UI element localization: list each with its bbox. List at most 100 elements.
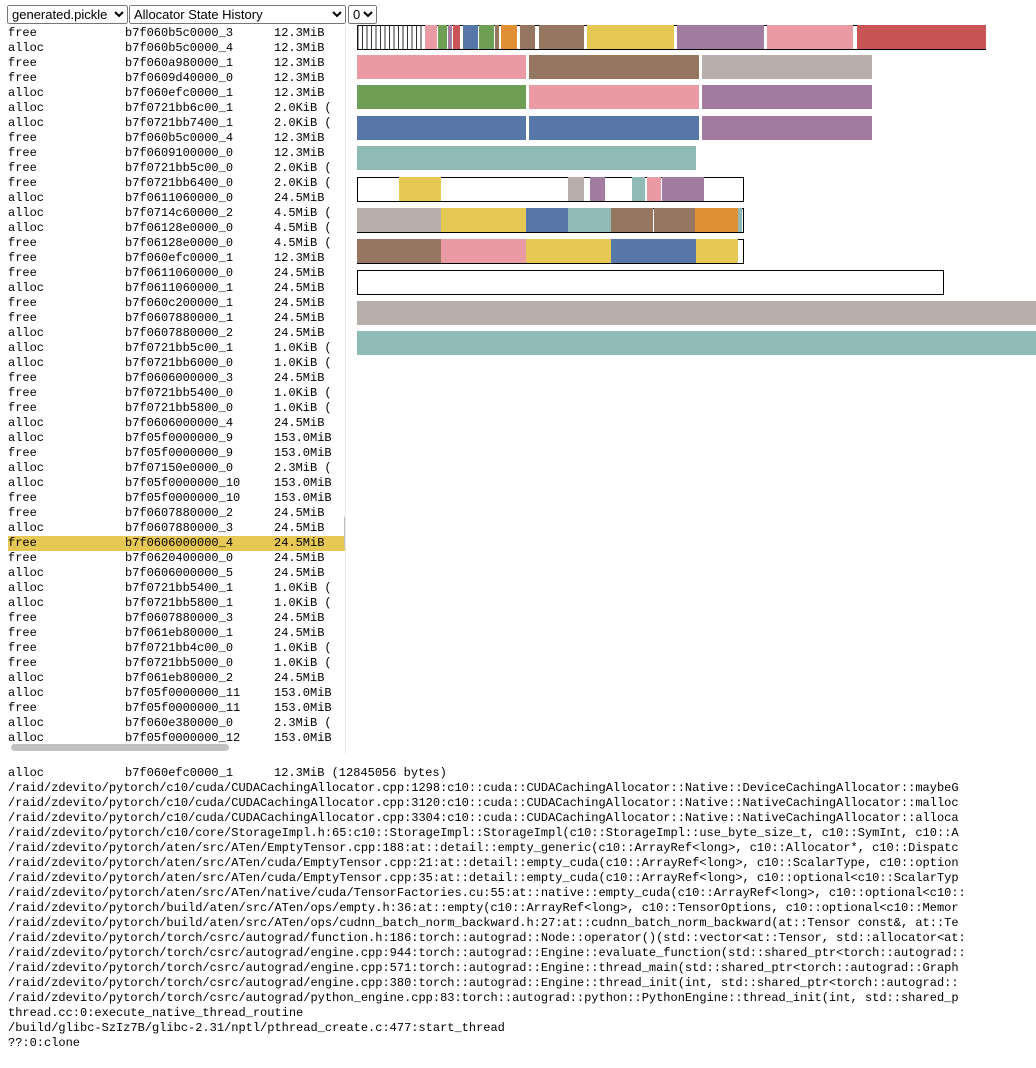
event-row[interactable]: free b7f0620400000_0 24.5MiB (8, 551, 345, 566)
event-row[interactable]: alloc b7f0611060000_1 24.5MiB (8, 281, 345, 296)
memory-block (453, 25, 460, 49)
event-row[interactable]: free b7f0607880000_2 24.5MiB (8, 506, 345, 521)
size: 24.5MiB (274, 671, 325, 685)
size: 2.0KiB ( (274, 161, 332, 175)
event-list: free b7f060b5c0000_3 12.3MiB alloc b7f060b5c… (8, 26, 346, 754)
event-row[interactable]: alloc b7f0607880000_3 24.5MiB (8, 521, 345, 536)
event-row[interactable]: free b7f060b5c0000_4 12.3MiB (8, 131, 345, 146)
size: 12.3MiB (274, 86, 325, 100)
event-row[interactable]: alloc b7f05f0000000_9 153.0MiB (8, 431, 345, 446)
event-row[interactable]: alloc b7f061eb80000_2 24.5MiB (8, 671, 345, 686)
file-select[interactable]: generated.pickle (7, 5, 128, 24)
event-row[interactable]: free b7f060efc0000_1 12.3MiB (8, 251, 345, 266)
size: 2.3MiB ( (274, 461, 332, 475)
address: b7f060c200000_1 (125, 296, 234, 310)
size: 24.5MiB (274, 296, 325, 310)
event-row[interactable]: free b7f0721bb6400_0 2.0KiB ( (8, 176, 345, 191)
device-select[interactable]: 0 (348, 5, 377, 24)
address: b7f0611060000_1 (125, 281, 234, 295)
size: 12.3MiB (274, 251, 325, 265)
event-row[interactable]: free b7f061eb80000_1 24.5MiB (8, 626, 345, 641)
event-row[interactable]: alloc b7f0721bb6c00_1 2.0KiB ( (8, 101, 345, 116)
event-row[interactable]: alloc b7f0714c60000_2 4.5MiB ( (8, 206, 345, 221)
detail-field: 12.3MiB (12845056 bytes) (274, 766, 447, 780)
memory-block (441, 208, 526, 232)
event-row[interactable]: free b7f0721bb5800_0 1.0KiB ( (8, 401, 345, 416)
event-row[interactable]: free b7f0606000000_3 24.5MiB (8, 371, 345, 386)
size: 1.0KiB ( (274, 356, 332, 370)
event-kind: free (8, 161, 37, 175)
event-row[interactable]: free b7f060b5c0000_3 12.3MiB (8, 26, 345, 41)
event-row[interactable]: free b7f0611060000_0 24.5MiB (8, 266, 345, 281)
event-row[interactable]: alloc b7f05f0000000_12 153.0MiB (8, 731, 345, 746)
event-row[interactable]: free b7f0609100000_0 12.3MiB (8, 146, 345, 161)
event-row[interactable]: free b7f06128e0000_0 4.5MiB ( (8, 236, 345, 251)
event-row[interactable]: alloc b7f05f0000000_10 153.0MiB (8, 476, 345, 491)
size: 4.5MiB ( (274, 221, 332, 235)
event-row[interactable]: alloc b7f0606000000_4 24.5MiB (8, 416, 345, 431)
event-row[interactable]: free b7f0721bb5400_0 1.0KiB ( (8, 386, 345, 401)
view-select[interactable]: Allocator State History (129, 5, 346, 24)
event-kind: free (8, 176, 37, 190)
event-row[interactable]: free b7f060c200000_1 24.5MiB (8, 296, 345, 311)
size: 1.0KiB ( (274, 386, 332, 400)
event-row[interactable]: alloc b7f0721bb5400_1 1.0KiB ( (8, 581, 345, 596)
address: b7f060efc0000_1 (125, 251, 234, 265)
event-row[interactable]: alloc b7f0606000000_5 24.5MiB (8, 566, 345, 581)
event-row[interactable]: alloc b7f0721bb7400_1 2.0KiB ( (8, 116, 345, 131)
scrollbar (11, 744, 229, 751)
memory-block (590, 177, 605, 201)
event-row[interactable]: alloc b7f05f0000000_11 153.0MiB (8, 686, 345, 701)
address: b7f060e380000_0 (125, 716, 234, 730)
size: 24.5MiB (274, 521, 325, 535)
event-row[interactable]: alloc b7f0721bb5c00_1 1.0KiB ( (8, 341, 345, 356)
stack-frame: /raid/zdevito/pytorch/build/aten/src/ATe… (8, 916, 959, 930)
event-row[interactable]: alloc b7f06128e0000_0 4.5MiB ( (8, 221, 345, 236)
event-row[interactable]: free b7f05f0000000_11 153.0MiB (8, 701, 345, 716)
event-kind: free (8, 506, 37, 520)
event-row[interactable]: free b7f0607880000_1 24.5MiB (8, 311, 345, 326)
size: 1.0KiB ( (274, 656, 332, 670)
event-row[interactable]: alloc b7f0607880000_2 24.5MiB (8, 326, 345, 341)
event-row[interactable]: free b7f05f0000000_9 153.0MiB (8, 446, 345, 461)
address: b7f06128e0000_0 (125, 221, 234, 235)
event-row[interactable]: free b7f0721bb5000_0 1.0KiB ( (8, 656, 345, 671)
event-kind: free (8, 446, 37, 460)
size: 24.5MiB (274, 266, 325, 280)
size: 24.5MiB (274, 566, 325, 580)
event-row[interactable]: alloc b7f060efc0000_1 12.3MiB (8, 86, 345, 101)
event-row[interactable]: alloc b7f07150e0000_0 2.3MiB ( (8, 461, 345, 476)
address: b7f0607880000_3 (125, 521, 234, 535)
event-kind: alloc (8, 341, 45, 355)
address: b7f0606000000_4 (125, 536, 234, 550)
event-row[interactable]: free b7f0609d40000_0 12.3MiB (8, 71, 345, 86)
address: b7f0721bb7400_1 (125, 116, 234, 130)
event-row[interactable]: free b7f0721bb4c00_0 1.0KiB ( (8, 641, 345, 656)
stack-frame: thread.cc:0:execute_native_thread_routin… (8, 1006, 304, 1020)
event-row[interactable]: free b7f05f0000000_10 153.0MiB (8, 491, 345, 506)
address: b7f060b5c0000_4 (125, 131, 234, 145)
memory-block (425, 25, 437, 49)
event-kind: free (8, 401, 37, 415)
event-row[interactable]: alloc b7f060e380000_0 2.3MiB ( (8, 716, 345, 731)
event-row[interactable]: alloc b7f0721bb6000_0 1.0KiB ( (8, 356, 345, 371)
event-row[interactable]: alloc b7f0611060000_0 24.5MiB (8, 191, 345, 206)
address: b7f0607880000_1 (125, 311, 234, 325)
event-kind: alloc (8, 191, 45, 205)
address: b7f0606000000_3 (125, 371, 234, 385)
event-row[interactable]: alloc b7f060b5c0000_4 12.3MiB (8, 41, 345, 56)
memory-block (702, 55, 872, 79)
event-row[interactable]: free b7f0607880000_3 24.5MiB (8, 611, 345, 626)
event-row[interactable]: free b7f0721bb5c00_0 2.0KiB ( (8, 161, 345, 176)
stack-frame: /raid/zdevito/pytorch/aten/src/ATen/Empt… (8, 841, 959, 855)
size: 4.5MiB ( (274, 206, 332, 220)
memory-block (738, 208, 742, 232)
size: 12.3MiB (274, 131, 325, 145)
event-row[interactable]: alloc b7f0721bb5800_1 1.0KiB ( (8, 596, 345, 611)
memory-block (448, 25, 452, 49)
address: b7f0721bb6400_0 (125, 176, 234, 190)
event-row[interactable]: free b7f060a980000_1 12.3MiB (8, 56, 345, 71)
event-row[interactable]: free b7f0606000000_4 24.5MiB (8, 536, 345, 551)
memory-block (357, 116, 526, 140)
